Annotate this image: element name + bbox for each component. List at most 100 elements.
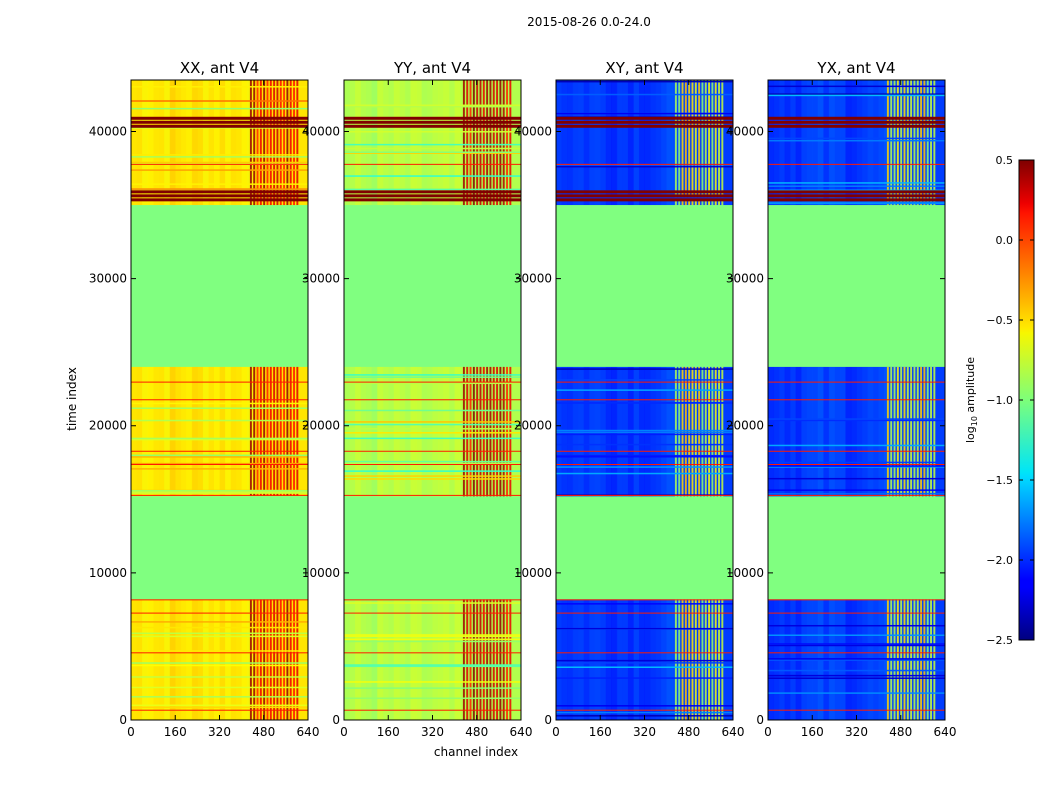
flagged-block <box>131 496 308 600</box>
rfi-line <box>768 652 945 654</box>
time-streak <box>768 444 945 447</box>
rfi-line <box>344 450 521 452</box>
time-streak <box>131 491 308 493</box>
colorbar-tick-label: 0.0 <box>996 234 1014 247</box>
time-streak <box>768 461 945 464</box>
x-tick-label: 640 <box>934 725 957 739</box>
time-streak <box>344 437 521 440</box>
flagged-block <box>344 496 521 600</box>
time-streak <box>131 492 308 494</box>
time-streak <box>131 161 308 164</box>
rfi-line <box>556 399 733 401</box>
time-streak <box>768 419 945 422</box>
time-streak <box>344 462 521 465</box>
rfi-block <box>131 190 308 194</box>
flagged-block <box>131 205 308 367</box>
time-streak <box>131 664 308 667</box>
rfi-line <box>131 163 308 165</box>
time-streak <box>344 432 521 434</box>
rfi-line <box>131 464 308 465</box>
rfi-block <box>131 198 308 202</box>
rfi-line <box>768 450 945 452</box>
y-axis-label: time index <box>65 367 79 431</box>
time-streak <box>344 635 521 638</box>
panel-title: YX, ant V4 <box>816 59 895 77</box>
time-streak <box>131 635 308 638</box>
time-streak <box>131 704 308 707</box>
time-streak <box>344 105 521 108</box>
rfi-block <box>768 190 945 194</box>
x-tick-label: 0 <box>340 725 348 739</box>
figure-title: 2015-08-26 0.0-24.0 <box>527 15 651 29</box>
colorbar-label-sub: 10 <box>970 416 979 426</box>
y-tick-label: 40000 <box>302 124 340 138</box>
time-streak <box>344 687 521 689</box>
time-streak <box>131 468 308 470</box>
heatmap-image <box>344 80 521 720</box>
rfi-line <box>768 464 945 465</box>
rfi-block <box>768 194 945 198</box>
rfi-line <box>556 381 733 383</box>
x-tick-label: 480 <box>465 725 488 739</box>
x-tick-label: 480 <box>889 725 912 739</box>
y-tick-label: 10000 <box>302 566 340 580</box>
rfi-line <box>768 599 945 601</box>
time-streak <box>556 705 733 707</box>
time-streak <box>344 664 521 666</box>
time-streak <box>344 188 521 191</box>
rfi-block <box>131 194 308 198</box>
rfi-line <box>344 163 521 165</box>
time-streak <box>131 650 308 652</box>
rfi-block <box>556 194 733 198</box>
rfi-block <box>768 116 945 120</box>
time-streak <box>768 644 945 647</box>
x-tick-label: 320 <box>421 725 444 739</box>
time-streak <box>768 674 945 677</box>
rfi-line <box>131 450 308 452</box>
flagged-block <box>556 205 733 367</box>
rfi-line <box>556 709 733 711</box>
panels: XX, ant V4 0 160 320 480 640 0 10000 20000 30000 4… <box>89 59 957 739</box>
rfi-block <box>344 190 521 194</box>
colorbar-ticks: 0.5 0.0 −0.5 −1.0 −1.5 −2.0 −2.5 <box>986 154 1034 647</box>
time-streak <box>131 462 308 465</box>
time-streak <box>556 93 733 96</box>
time-streak <box>556 401 733 404</box>
panel-0: XX, ant V4 0 160 320 480 640 0 10000 20000 30000 4… <box>89 59 320 739</box>
x-tick-label: 480 <box>252 725 275 739</box>
time-streak <box>344 374 521 376</box>
x-tick-label: 0 <box>127 725 135 739</box>
x-tick-label: 0 <box>764 725 772 739</box>
time-streak <box>344 409 521 412</box>
time-streak <box>131 169 308 171</box>
time-streak <box>131 100 308 102</box>
y-tick-label: 30000 <box>89 272 127 286</box>
rfi-line <box>556 612 733 614</box>
x-tick-label: 320 <box>208 725 231 739</box>
flagged-block <box>768 205 945 367</box>
y-tick-label: 20000 <box>726 419 764 433</box>
rfi-block <box>768 120 945 124</box>
time-streak <box>556 662 733 664</box>
time-streak <box>556 197 733 199</box>
time-streak <box>344 143 521 146</box>
time-streak <box>344 131 521 133</box>
time-streak <box>344 152 521 154</box>
time-streak <box>556 443 733 446</box>
time-streak <box>131 183 308 185</box>
colorbar-tick-label: −1.0 <box>986 394 1013 407</box>
rfi-line <box>768 381 945 383</box>
time-streak <box>344 421 521 423</box>
y-tick-label: 30000 <box>514 272 552 286</box>
time-streak <box>131 686 308 689</box>
rfi-line <box>556 464 733 465</box>
x-tick-label: 320 <box>845 725 868 739</box>
panel-title: XY, ant V4 <box>605 59 683 77</box>
time-streak <box>131 86 308 88</box>
time-streak <box>556 627 733 630</box>
time-streak <box>344 376 521 378</box>
time-streak <box>556 429 733 432</box>
time-streak <box>768 489 945 491</box>
time-streak <box>768 139 945 142</box>
time-streak <box>344 478 521 480</box>
